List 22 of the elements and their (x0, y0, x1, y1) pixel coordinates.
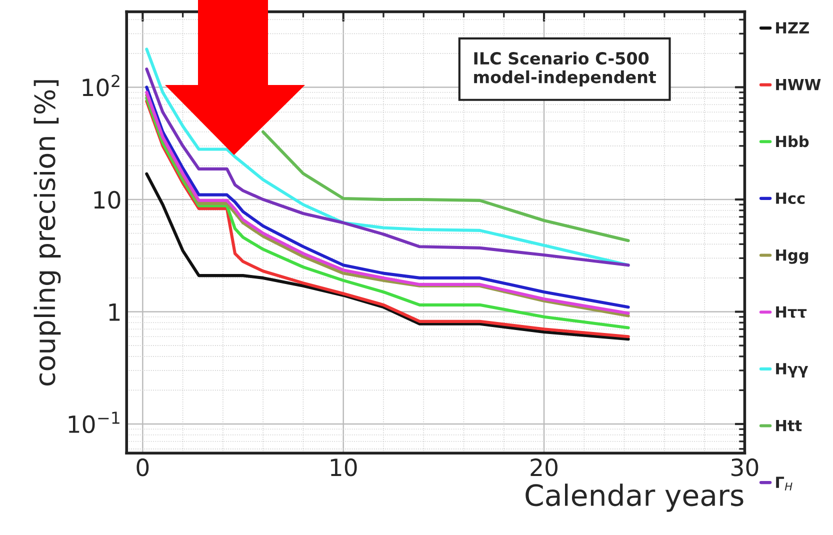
legend-label: Hgg (776, 249, 808, 264)
legend-label: HWW (776, 79, 821, 90)
y-axis-title: coupling precision [%] (34, 80, 61, 386)
legend-label: Hγγ (776, 363, 808, 378)
x-tick-label: 10 (330, 458, 357, 476)
legend-label: Htt (776, 420, 802, 432)
legend-label: Γ$_{H}$ (776, 476, 792, 490)
y-tick-label: 10 (94, 190, 120, 209)
x-tick-label: 20 (530, 458, 558, 476)
x-tick-label: 0 (136, 458, 149, 476)
line-series (262, 130, 630, 242)
y-tick-label: 1 (109, 303, 120, 321)
line-series (145, 172, 630, 341)
legend-label: Hbb (776, 135, 809, 148)
y-tick-label: 10$^{2}$ (82, 74, 120, 96)
y-tick-label: 10$^{−1}$ (68, 412, 120, 434)
annotation: ILC Scenario C-500 model-independent (474, 52, 656, 87)
x-axis-title: Calendar years (526, 484, 744, 512)
legend-label: HZZ (776, 22, 809, 34)
legend-label: Hcc (776, 192, 805, 204)
x-tick-label: 30 (731, 458, 758, 476)
legend-label: Hττ (776, 306, 807, 318)
